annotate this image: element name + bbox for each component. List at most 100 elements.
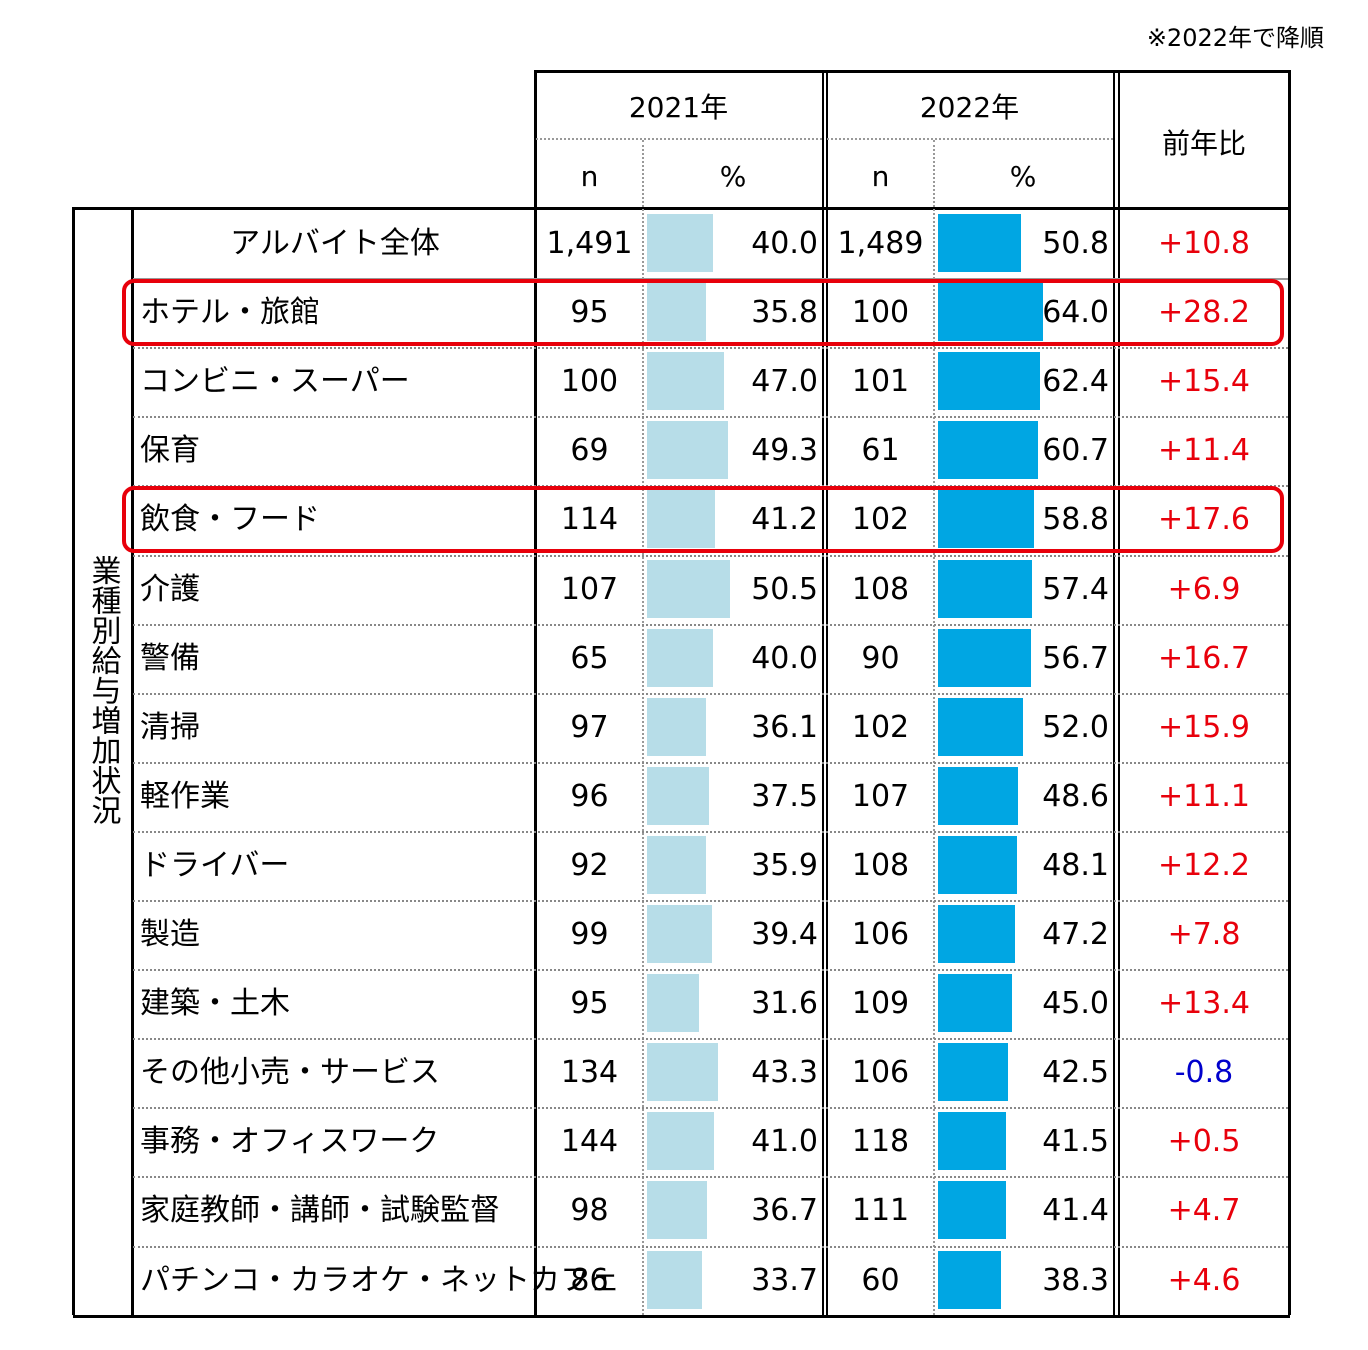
header-year-2021: 2021年 xyxy=(628,91,729,124)
row-divider xyxy=(133,969,1288,972)
bar-2021 xyxy=(647,1250,703,1309)
n-2022: 101 xyxy=(851,364,910,400)
bar-2022 xyxy=(938,697,1024,756)
bar-2022 xyxy=(938,905,1016,963)
category-label: 軽作業 xyxy=(140,778,230,814)
category-label: パチンコ・カラオケ・ネットカフェ xyxy=(140,1262,620,1298)
table-bottom-border xyxy=(73,1314,1290,1318)
n-2021: 107 xyxy=(560,571,619,607)
pct-2022: 47.2 xyxy=(1042,917,1109,952)
n-2021: 96 xyxy=(570,778,609,814)
bar-2021 xyxy=(647,214,713,272)
pct-2021: 47.0 xyxy=(751,364,818,400)
row-divider xyxy=(133,1176,1288,1179)
pct-2021: 43.3 xyxy=(751,1055,818,1091)
left-border xyxy=(72,207,75,1315)
pct-2022: 48.1 xyxy=(1042,847,1109,883)
col-border-change-b xyxy=(1118,70,1120,1315)
pct-2021: 49.3 xyxy=(751,433,818,469)
bar-2021 xyxy=(647,628,713,687)
table-row: 保育 69 49.3 61 60.7 +11.4 xyxy=(0,416,1368,485)
n-2021: 98 xyxy=(570,1193,609,1229)
bar-2022 xyxy=(938,283,1043,342)
bar-2022 xyxy=(938,1181,1006,1240)
pct-2021: 41.0 xyxy=(751,1124,818,1160)
highlight-box xyxy=(122,486,1284,554)
category-label: コンビニ・スーパー xyxy=(140,364,410,400)
change-value: +10.8 xyxy=(1158,226,1250,261)
pct-2021: 40.0 xyxy=(751,226,818,261)
sort-note: ※2022年で降順 xyxy=(1146,24,1324,52)
n-2022: 102 xyxy=(851,502,910,538)
bar-2021 xyxy=(647,1043,718,1102)
pct-2022: 50.8 xyxy=(1042,226,1109,261)
change-value: +12.2 xyxy=(1158,847,1250,883)
n-2021: 144 xyxy=(560,1124,619,1160)
row-divider xyxy=(133,761,1288,764)
pct-2021: 35.9 xyxy=(751,847,818,883)
bar-2022 xyxy=(938,421,1038,480)
change-value: +17.6 xyxy=(1158,502,1250,538)
change-value: +13.4 xyxy=(1158,986,1250,1022)
n-2022: 118 xyxy=(851,1124,910,1160)
n-2022: 111 xyxy=(851,1193,910,1229)
n-2021: 95 xyxy=(570,295,609,331)
row-divider xyxy=(133,692,1288,695)
table-row: その他小売・サービス 134 43.3 106 42.5 -0.8 xyxy=(0,1038,1368,1107)
pct-2021: 35.8 xyxy=(751,295,818,331)
n-2021: 134 xyxy=(560,1055,619,1091)
bar-2021 xyxy=(647,490,715,549)
bar-2022 xyxy=(938,490,1035,549)
table-row: 家庭教師・講師・試験監督 98 36.7 111 41.4 +4.7 xyxy=(0,1176,1368,1245)
bar-2022 xyxy=(938,628,1031,687)
category-label: 清掃 xyxy=(140,709,200,745)
col-border-double-a xyxy=(822,70,824,1315)
pct-2022: 41.5 xyxy=(1042,1124,1109,1160)
pct-2021: 39.4 xyxy=(751,917,818,952)
category-label: 事務・オフィスワーク xyxy=(140,1124,440,1160)
table-row: 建築・土木 95 31.6 109 45.0 +13.4 xyxy=(0,969,1368,1038)
pct-2022: 45.0 xyxy=(1042,986,1109,1022)
table-row: ホテル・旅館 95 35.8 100 64.0 +28.2 xyxy=(0,278,1368,347)
n-2021: 69 xyxy=(570,433,609,469)
pct-2022: 56.7 xyxy=(1042,640,1109,676)
header-top-border xyxy=(534,70,1290,73)
pct-2022: 42.5 xyxy=(1042,1055,1109,1091)
header-n-2022: n xyxy=(871,160,890,193)
pct-2021: 36.7 xyxy=(751,1193,818,1229)
change-value: +16.7 xyxy=(1158,640,1250,676)
change-value: +28.2 xyxy=(1158,295,1250,331)
n-2021: 1,491 xyxy=(546,226,633,261)
bar-2022 xyxy=(938,352,1041,411)
category-label: 家庭教師・講師・試験監督 xyxy=(140,1193,500,1229)
header-year-2022: 2022年 xyxy=(919,91,1020,124)
category-label: 建築・土木 xyxy=(140,986,290,1022)
n-2022: 106 xyxy=(851,917,910,952)
table-row: 警備 65 40.0 90 56.7 +16.7 xyxy=(0,624,1368,693)
row-divider xyxy=(133,1245,1288,1248)
n-2022: 1,489 xyxy=(837,226,924,261)
bar-2022 xyxy=(938,1250,1001,1309)
header-pct-2021: % xyxy=(719,160,747,193)
col-border-change-a xyxy=(1113,70,1115,1315)
header-bottom-border xyxy=(73,207,1290,210)
bar-2022 xyxy=(938,835,1017,894)
row-divider xyxy=(133,830,1288,833)
pct-2022: 57.4 xyxy=(1042,571,1109,607)
row-divider xyxy=(133,623,1288,626)
row-divider xyxy=(133,554,1288,557)
bar-2022 xyxy=(938,1112,1007,1171)
n-2021: 99 xyxy=(570,917,609,952)
bar-2022 xyxy=(938,559,1033,618)
category-label: 警備 xyxy=(140,640,200,676)
row-divider xyxy=(133,1038,1288,1041)
pct-2022: 64.0 xyxy=(1042,295,1109,331)
side-label-border xyxy=(131,207,134,1315)
pct-2021: 50.5 xyxy=(751,571,818,607)
bar-2022 xyxy=(938,974,1012,1033)
header-change: 前年比 xyxy=(1161,127,1246,160)
table-row: 製造 99 39.4 106 47.2 +7.8 xyxy=(0,900,1368,969)
bar-2021 xyxy=(647,283,706,342)
change-value: +6.9 xyxy=(1167,571,1241,607)
side-label-text: 業種別給与増加状況 xyxy=(85,555,121,825)
